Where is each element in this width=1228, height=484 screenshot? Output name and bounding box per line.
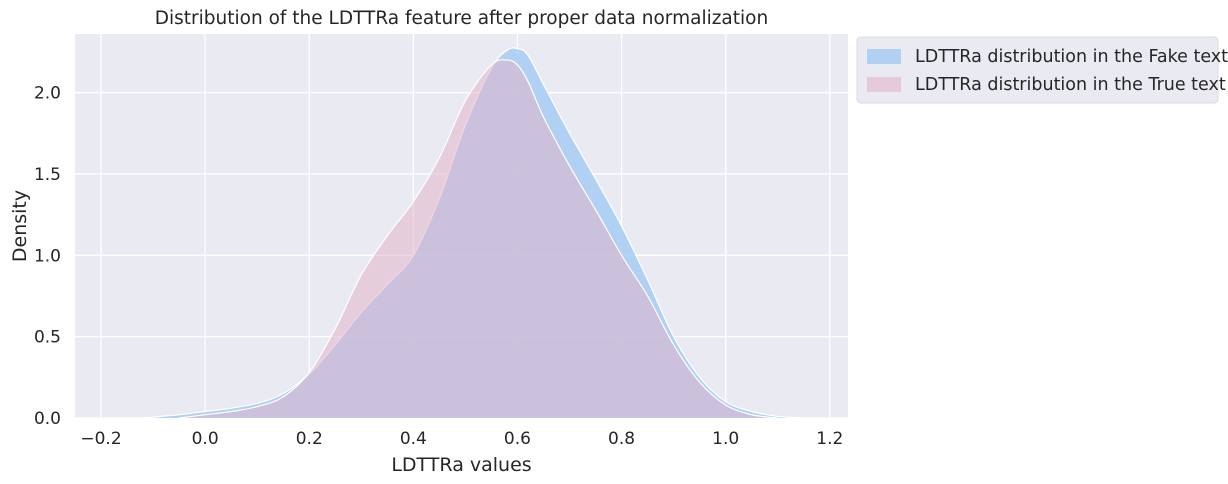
legend-label: LDTTRa distribution in the Fake text [915, 47, 1228, 67]
x-tick-label: 0.0 [192, 429, 219, 449]
legend-box [856, 36, 1219, 104]
x-tick-label: 0.6 [504, 429, 531, 449]
density-areas [142, 47, 804, 419]
x-tick-label: 0.2 [296, 429, 323, 449]
chart-title: Distribution of the LDTTRa feature after… [155, 8, 768, 29]
y-tick-label: 1.5 [34, 165, 61, 185]
y-tick-label: 0.0 [34, 409, 61, 429]
y-tick-label: 1.0 [34, 246, 61, 266]
legend: LDTTRa distribution in the Fake text LDTT… [856, 36, 1228, 104]
y-tick-label: 0.5 [34, 328, 61, 348]
x-tick-label: 0.4 [400, 429, 427, 449]
density-line-series-2 [179, 59, 778, 419]
y-tick-label: 2.0 [34, 84, 61, 104]
y-axis-label: Density [9, 190, 31, 262]
legend-label: LDTTRa distribution in the True text [915, 75, 1226, 95]
x-axis-label: LDTTRa values [391, 454, 531, 476]
x-tick-label: 1.2 [816, 429, 843, 449]
density-line-series-1 [142, 47, 804, 419]
x-tick-label: 1.0 [712, 429, 739, 449]
axis-ticks: −0.2 0.0 0.2 0.4 0.6 0.8 1.0 1.2 0.0 0.5 1.0 1.5 2.0 [34, 84, 843, 449]
x-tick-label: 0.8 [608, 429, 635, 449]
density-area-series-2 [179, 59, 778, 418]
x-tick-label: −0.2 [80, 429, 121, 449]
legend-swatch [867, 49, 901, 64]
legend-swatch [867, 77, 901, 92]
